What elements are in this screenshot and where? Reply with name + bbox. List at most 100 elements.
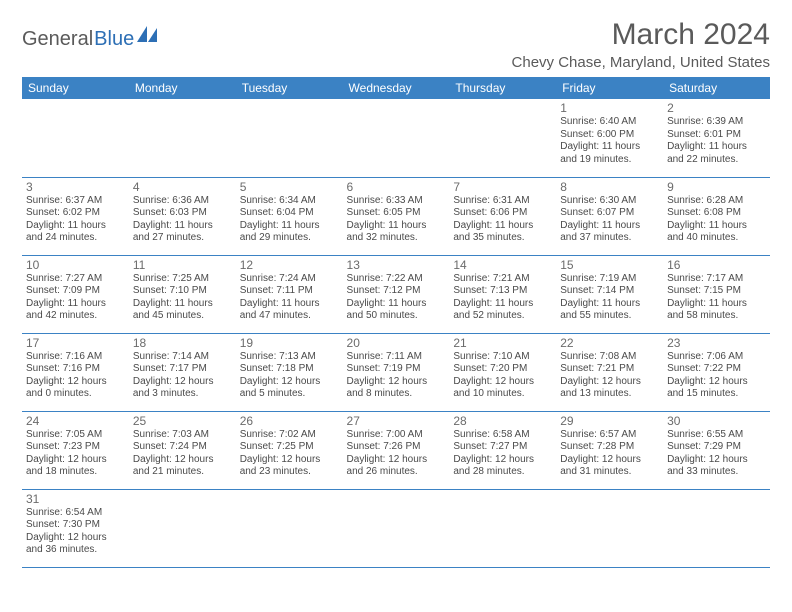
daylight-text: and 55 minutes. xyxy=(560,310,659,323)
day-number: 20 xyxy=(347,336,446,350)
empty-cell xyxy=(236,489,343,567)
sunset-text: Sunset: 6:06 PM xyxy=(453,207,552,220)
daylight-text: and 10 minutes. xyxy=(453,388,552,401)
sunrise-text: Sunrise: 6:40 AM xyxy=(560,116,659,129)
daylight-text: and 58 minutes. xyxy=(667,310,766,323)
sunrise-text: Sunrise: 7:06 AM xyxy=(667,351,766,364)
day-number: 8 xyxy=(560,180,659,194)
daylight-text: Daylight: 12 hours xyxy=(26,376,125,389)
daylight-text: Daylight: 12 hours xyxy=(26,532,125,545)
daylight-text: and 22 minutes. xyxy=(667,154,766,167)
daylight-text: Daylight: 12 hours xyxy=(240,376,339,389)
day-cell-19: 19Sunrise: 7:13 AMSunset: 7:18 PMDayligh… xyxy=(236,333,343,411)
sunrise-text: Sunrise: 6:30 AM xyxy=(560,195,659,208)
sunset-text: Sunset: 7:14 PM xyxy=(560,285,659,298)
day-cell-4: 4Sunrise: 6:36 AMSunset: 6:03 PMDaylight… xyxy=(129,177,236,255)
day-number: 31 xyxy=(26,492,125,506)
daylight-text: Daylight: 11 hours xyxy=(560,220,659,233)
sunset-text: Sunset: 6:08 PM xyxy=(667,207,766,220)
dayheader-tuesday: Tuesday xyxy=(236,77,343,99)
day-cell-14: 14Sunrise: 7:21 AMSunset: 7:13 PMDayligh… xyxy=(449,255,556,333)
day-cell-23: 23Sunrise: 7:06 AMSunset: 7:22 PMDayligh… xyxy=(663,333,770,411)
sunrise-text: Sunrise: 7:16 AM xyxy=(26,351,125,364)
day-number: 23 xyxy=(667,336,766,350)
day-cell-12: 12Sunrise: 7:24 AMSunset: 7:11 PMDayligh… xyxy=(236,255,343,333)
sunset-text: Sunset: 7:25 PM xyxy=(240,441,339,454)
day-number: 12 xyxy=(240,258,339,272)
day-cell-31: 31Sunrise: 6:54 AMSunset: 7:30 PMDayligh… xyxy=(22,489,129,567)
day-cell-2: 2Sunrise: 6:39 AMSunset: 6:01 PMDaylight… xyxy=(663,99,770,177)
sunset-text: Sunset: 7:16 PM xyxy=(26,363,125,376)
daylight-text: and 23 minutes. xyxy=(240,466,339,479)
daylight-text: and 36 minutes. xyxy=(26,544,125,557)
daylight-text: and 45 minutes. xyxy=(133,310,232,323)
sunset-text: Sunset: 7:24 PM xyxy=(133,441,232,454)
sunrise-text: Sunrise: 7:17 AM xyxy=(667,273,766,286)
daylight-text: and 40 minutes. xyxy=(667,232,766,245)
day-cell-18: 18Sunrise: 7:14 AMSunset: 7:17 PMDayligh… xyxy=(129,333,236,411)
daylight-text: Daylight: 11 hours xyxy=(667,220,766,233)
daylight-text: and 50 minutes. xyxy=(347,310,446,323)
day-number: 6 xyxy=(347,180,446,194)
sunrise-text: Sunrise: 6:34 AM xyxy=(240,195,339,208)
day-cell-26: 26Sunrise: 7:02 AMSunset: 7:25 PMDayligh… xyxy=(236,411,343,489)
day-cell-24: 24Sunrise: 7:05 AMSunset: 7:23 PMDayligh… xyxy=(22,411,129,489)
daylight-text: and 32 minutes. xyxy=(347,232,446,245)
day-cell-25: 25Sunrise: 7:03 AMSunset: 7:24 PMDayligh… xyxy=(129,411,236,489)
day-cell-15: 15Sunrise: 7:19 AMSunset: 7:14 PMDayligh… xyxy=(556,255,663,333)
sail-icon xyxy=(137,26,159,47)
sunset-text: Sunset: 7:22 PM xyxy=(667,363,766,376)
sunrise-text: Sunrise: 7:14 AM xyxy=(133,351,232,364)
day-cell-22: 22Sunrise: 7:08 AMSunset: 7:21 PMDayligh… xyxy=(556,333,663,411)
day-number: 16 xyxy=(667,258,766,272)
daylight-text: Daylight: 11 hours xyxy=(347,220,446,233)
day-number: 22 xyxy=(560,336,659,350)
daylight-text: Daylight: 12 hours xyxy=(560,454,659,467)
day-cell-10: 10Sunrise: 7:27 AMSunset: 7:09 PMDayligh… xyxy=(22,255,129,333)
day-cell-11: 11Sunrise: 7:25 AMSunset: 7:10 PMDayligh… xyxy=(129,255,236,333)
daylight-text: and 52 minutes. xyxy=(453,310,552,323)
sunrise-text: Sunrise: 6:33 AM xyxy=(347,195,446,208)
daylight-text: and 15 minutes. xyxy=(667,388,766,401)
day-number: 10 xyxy=(26,258,125,272)
daylight-text: and 42 minutes. xyxy=(26,310,125,323)
sunset-text: Sunset: 7:27 PM xyxy=(453,441,552,454)
daylight-text: and 29 minutes. xyxy=(240,232,339,245)
sunset-text: Sunset: 7:28 PM xyxy=(560,441,659,454)
daylight-text: Daylight: 11 hours xyxy=(667,298,766,311)
daylight-text: Daylight: 12 hours xyxy=(667,376,766,389)
sunrise-text: Sunrise: 6:28 AM xyxy=(667,195,766,208)
daylight-text: Daylight: 11 hours xyxy=(26,298,125,311)
sunrise-text: Sunrise: 7:19 AM xyxy=(560,273,659,286)
day-cell-28: 28Sunrise: 6:58 AMSunset: 7:27 PMDayligh… xyxy=(449,411,556,489)
day-cell-1: 1Sunrise: 6:40 AMSunset: 6:00 PMDaylight… xyxy=(556,99,663,177)
daylight-text: and 3 minutes. xyxy=(133,388,232,401)
day-cell-3: 3Sunrise: 6:37 AMSunset: 6:02 PMDaylight… xyxy=(22,177,129,255)
day-number: 15 xyxy=(560,258,659,272)
sunset-text: Sunset: 6:01 PM xyxy=(667,129,766,142)
daylight-text: and 19 minutes. xyxy=(560,154,659,167)
sunset-text: Sunset: 7:30 PM xyxy=(26,519,125,532)
daylight-text: and 8 minutes. xyxy=(347,388,446,401)
empty-cell xyxy=(556,489,663,567)
daylight-text: Daylight: 12 hours xyxy=(347,376,446,389)
sunset-text: Sunset: 7:18 PM xyxy=(240,363,339,376)
daylight-text: Daylight: 11 hours xyxy=(560,141,659,154)
daylight-text: and 5 minutes. xyxy=(240,388,339,401)
day-number: 25 xyxy=(133,414,232,428)
day-number: 24 xyxy=(26,414,125,428)
sunset-text: Sunset: 7:23 PM xyxy=(26,441,125,454)
day-number: 11 xyxy=(133,258,232,272)
daylight-text: and 28 minutes. xyxy=(453,466,552,479)
day-number: 5 xyxy=(240,180,339,194)
calendar-table: SundayMondayTuesdayWednesdayThursdayFrid… xyxy=(22,77,770,568)
sunrise-text: Sunrise: 6:31 AM xyxy=(453,195,552,208)
logo-text-blue: Blue xyxy=(94,28,134,51)
daylight-text: and 27 minutes. xyxy=(133,232,232,245)
sunset-text: Sunset: 7:29 PM xyxy=(667,441,766,454)
empty-cell xyxy=(22,99,129,177)
sunset-text: Sunset: 6:00 PM xyxy=(560,129,659,142)
empty-cell xyxy=(449,489,556,567)
sunrise-text: Sunrise: 6:36 AM xyxy=(133,195,232,208)
day-number: 29 xyxy=(560,414,659,428)
